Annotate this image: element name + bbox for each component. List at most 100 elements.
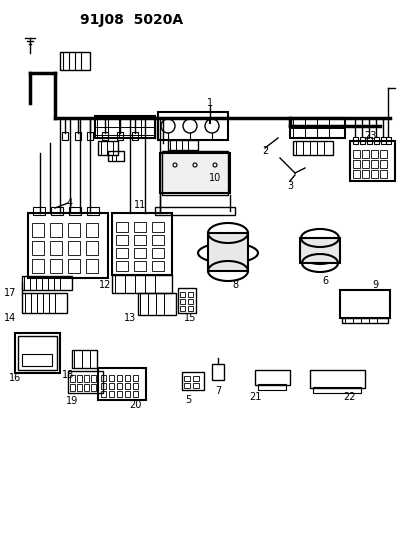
Bar bbox=[117, 132, 123, 140]
Bar bbox=[109, 375, 114, 381]
Bar bbox=[134, 235, 146, 245]
Bar bbox=[50, 223, 62, 237]
Bar bbox=[87, 132, 93, 140]
Bar bbox=[77, 384, 82, 391]
Bar bbox=[98, 368, 146, 400]
Bar bbox=[361, 160, 368, 168]
Bar bbox=[109, 391, 114, 397]
Bar bbox=[152, 248, 164, 258]
Bar bbox=[257, 384, 285, 390]
Text: 6: 6 bbox=[321, 276, 327, 286]
Bar bbox=[158, 112, 228, 140]
Bar bbox=[117, 383, 122, 389]
Bar bbox=[352, 137, 357, 144]
Text: 13: 13 bbox=[123, 313, 136, 323]
Bar bbox=[132, 132, 138, 140]
Text: 2: 2 bbox=[261, 146, 268, 156]
Bar bbox=[178, 288, 195, 313]
Bar bbox=[62, 132, 68, 140]
Text: 21: 21 bbox=[248, 392, 261, 402]
Bar bbox=[101, 375, 106, 381]
Bar bbox=[159, 153, 230, 193]
Bar bbox=[51, 207, 63, 215]
Text: 12: 12 bbox=[99, 280, 111, 290]
Text: 23: 23 bbox=[363, 131, 375, 141]
Text: 17: 17 bbox=[4, 288, 16, 298]
Bar bbox=[86, 241, 98, 255]
Bar bbox=[125, 383, 130, 389]
Bar bbox=[373, 137, 378, 144]
Bar bbox=[183, 383, 190, 388]
Bar bbox=[361, 150, 368, 158]
Bar bbox=[192, 383, 199, 388]
Bar bbox=[366, 137, 371, 144]
Bar bbox=[101, 391, 106, 397]
Bar bbox=[183, 376, 190, 381]
Bar bbox=[91, 375, 96, 382]
Bar bbox=[370, 150, 377, 158]
Bar bbox=[108, 151, 124, 161]
Bar bbox=[352, 160, 359, 168]
Bar bbox=[112, 275, 171, 293]
Text: 11: 11 bbox=[133, 200, 146, 210]
Bar bbox=[168, 140, 197, 150]
Text: 18: 18 bbox=[62, 370, 74, 380]
Bar bbox=[211, 364, 223, 380]
Bar bbox=[22, 293, 67, 313]
Bar bbox=[188, 292, 192, 297]
Bar bbox=[98, 141, 118, 155]
Bar bbox=[299, 238, 339, 263]
Bar bbox=[182, 372, 204, 390]
Bar bbox=[385, 137, 390, 144]
Bar bbox=[133, 391, 138, 397]
Text: 5: 5 bbox=[185, 395, 191, 405]
Bar bbox=[309, 370, 364, 388]
Bar bbox=[380, 137, 385, 144]
Bar bbox=[87, 207, 99, 215]
Bar bbox=[352, 150, 359, 158]
Bar bbox=[50, 241, 62, 255]
Bar bbox=[133, 383, 138, 389]
Bar bbox=[188, 299, 192, 304]
Bar bbox=[22, 354, 52, 366]
Text: 8: 8 bbox=[231, 280, 237, 290]
Bar bbox=[86, 259, 98, 273]
Bar bbox=[101, 383, 106, 389]
Bar bbox=[379, 170, 386, 178]
Text: 19: 19 bbox=[66, 396, 78, 406]
Text: 14: 14 bbox=[4, 313, 16, 323]
Bar bbox=[154, 207, 235, 215]
Bar bbox=[254, 370, 289, 385]
Bar bbox=[116, 248, 128, 258]
Bar bbox=[117, 391, 122, 397]
Bar bbox=[117, 375, 122, 381]
Bar bbox=[68, 241, 80, 255]
Bar bbox=[312, 387, 360, 393]
Bar bbox=[180, 299, 185, 304]
Text: 9: 9 bbox=[371, 280, 377, 290]
Bar bbox=[134, 248, 146, 258]
Bar bbox=[69, 207, 81, 215]
Bar bbox=[292, 141, 332, 155]
Bar bbox=[75, 132, 81, 140]
Bar bbox=[379, 150, 386, 158]
Text: 15: 15 bbox=[183, 313, 196, 323]
Bar bbox=[359, 137, 364, 144]
Bar bbox=[125, 391, 130, 397]
Bar bbox=[109, 383, 114, 389]
Bar bbox=[50, 259, 62, 273]
Bar bbox=[70, 384, 75, 391]
Bar bbox=[28, 213, 108, 278]
Bar bbox=[116, 222, 128, 232]
Bar bbox=[18, 336, 57, 370]
Bar bbox=[161, 151, 228, 195]
Text: 91J08  5020A: 91J08 5020A bbox=[80, 13, 183, 27]
Bar bbox=[32, 241, 44, 255]
Bar bbox=[125, 375, 130, 381]
Bar bbox=[361, 170, 368, 178]
Bar bbox=[134, 222, 146, 232]
Bar bbox=[116, 235, 128, 245]
Text: 3: 3 bbox=[286, 181, 292, 191]
Bar bbox=[152, 222, 164, 232]
Bar bbox=[22, 276, 72, 290]
